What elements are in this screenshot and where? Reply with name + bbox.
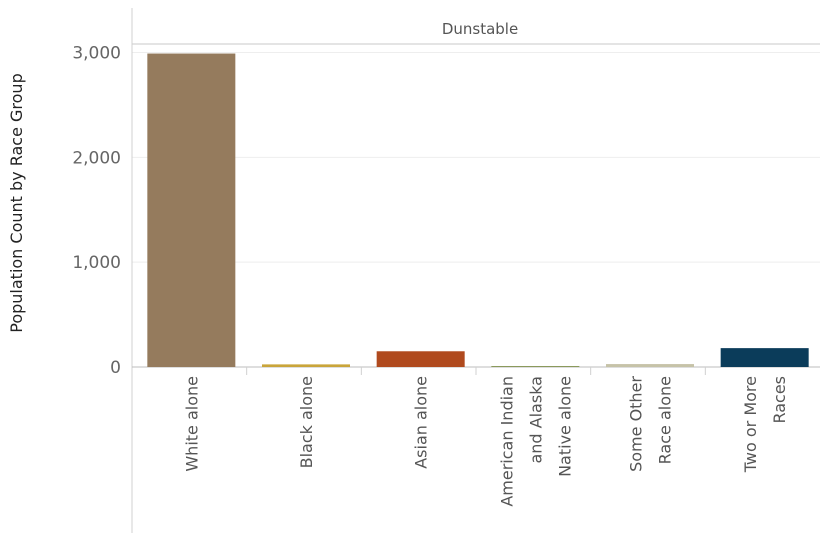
y-axis-title: Population Count by Race Group bbox=[7, 73, 26, 332]
bar bbox=[606, 364, 694, 367]
axes bbox=[131, 8, 820, 533]
x-tick-label: Asian alone bbox=[412, 376, 431, 469]
x-tick-label: Native alone bbox=[555, 376, 574, 477]
x-tick-label-group: Some Other Race alone bbox=[627, 376, 675, 472]
x-tick-label-group: Black alone bbox=[297, 376, 316, 468]
x-tick-label: Two or More bbox=[741, 376, 760, 473]
bar bbox=[491, 366, 580, 367]
x-tick-label-group: Asian alone bbox=[412, 376, 431, 469]
x-tick-label: Black alone bbox=[297, 376, 316, 468]
x-tick-label: Races bbox=[770, 376, 789, 424]
bars bbox=[147, 53, 809, 367]
y-tick-label: 0 bbox=[110, 358, 121, 378]
y-tick-label: 3,000 bbox=[72, 43, 121, 63]
x-tick-label: White alone bbox=[182, 376, 201, 472]
y-tick-label: 2,000 bbox=[72, 148, 121, 168]
x-tick-label: Race alone bbox=[656, 376, 675, 464]
grid bbox=[132, 51, 820, 263]
x-tick-label: American Indian bbox=[497, 376, 516, 507]
facet-header-label: Dunstable bbox=[442, 20, 518, 38]
x-tick-label: Some Other bbox=[627, 376, 646, 472]
bar bbox=[720, 348, 809, 367]
x-tick-label-group: American Indian and Alaska Native alone bbox=[497, 376, 574, 507]
bar bbox=[147, 53, 236, 367]
bar bbox=[262, 364, 350, 367]
bar bbox=[376, 351, 465, 367]
x-tick-label-group: Two or More Races bbox=[741, 376, 789, 473]
y-tick-label: 1,000 bbox=[72, 253, 121, 273]
x-tick-label-group: White alone bbox=[182, 376, 201, 472]
x-tick-label: and Alaska bbox=[526, 376, 545, 464]
labels: 0 1,000 2,000 3,000 White alone Black alone As… bbox=[72, 43, 789, 506]
